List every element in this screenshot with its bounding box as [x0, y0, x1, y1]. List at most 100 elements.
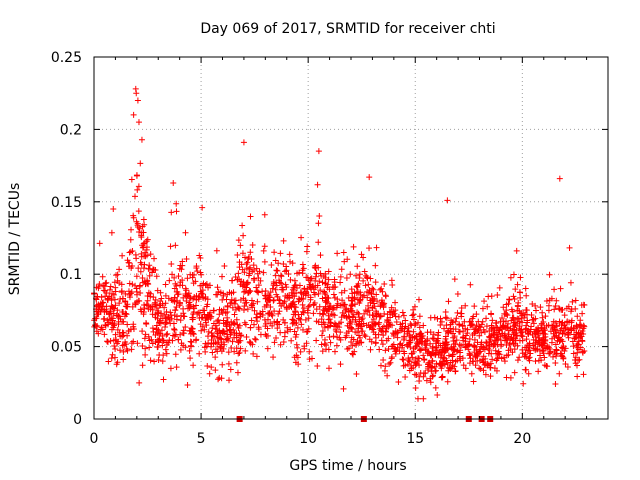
data-point — [412, 355, 419, 362]
data-point — [260, 269, 267, 276]
data-point — [105, 358, 112, 365]
data-point — [502, 337, 509, 344]
data-point — [117, 296, 124, 303]
data-point — [295, 298, 302, 305]
data-point — [456, 341, 463, 348]
data-point — [182, 229, 189, 236]
data-point — [560, 354, 567, 361]
data-point — [428, 364, 435, 371]
data-point — [228, 344, 235, 351]
data-point — [497, 318, 504, 325]
data-point — [540, 335, 547, 342]
data-point — [101, 315, 108, 322]
data-point — [162, 346, 169, 353]
y-tick-label: 0.15 — [51, 195, 82, 211]
data-point — [561, 312, 568, 319]
data-point — [390, 331, 397, 338]
data-point — [556, 318, 563, 325]
data-point — [137, 289, 144, 296]
data-point — [373, 291, 380, 298]
data-point — [372, 339, 379, 346]
data-point — [577, 331, 584, 338]
data-point — [229, 338, 236, 345]
data-point — [400, 312, 407, 319]
data-point — [384, 311, 391, 318]
data-point — [358, 339, 365, 346]
data-point — [179, 262, 186, 269]
data-point — [239, 250, 246, 257]
data-point — [307, 294, 314, 301]
data-point — [417, 330, 424, 337]
data-point — [214, 348, 221, 355]
data-point — [196, 350, 203, 357]
data-point — [421, 357, 428, 364]
data-point — [519, 312, 526, 319]
data-point — [452, 368, 459, 375]
data-point — [131, 193, 138, 200]
data-point — [509, 314, 516, 321]
data-point — [404, 343, 411, 350]
data-point — [255, 324, 262, 331]
data-point — [242, 254, 249, 261]
data-point — [453, 315, 460, 322]
data-point — [129, 303, 136, 310]
data-point — [383, 319, 390, 326]
data-point — [259, 308, 266, 315]
data-point — [352, 301, 359, 308]
data-point — [250, 350, 257, 357]
data-point — [456, 321, 463, 328]
data-point — [418, 338, 425, 345]
data-point — [126, 280, 133, 287]
data-point — [372, 331, 379, 338]
data-point — [252, 336, 259, 343]
data-point — [574, 313, 581, 320]
data-point — [216, 343, 223, 350]
data-point — [517, 294, 524, 301]
data-point — [219, 273, 226, 280]
data-point — [199, 282, 206, 289]
data-point — [366, 245, 373, 252]
data-point — [498, 355, 505, 362]
data-point — [499, 330, 506, 337]
data-point — [449, 362, 456, 369]
data-point — [443, 345, 450, 352]
data-point — [263, 302, 270, 309]
data-point — [129, 281, 136, 288]
data-point — [506, 340, 513, 347]
data-point — [337, 361, 344, 368]
data-point — [522, 326, 529, 333]
data-point — [299, 261, 306, 268]
data-point — [243, 280, 250, 287]
data-point — [276, 308, 283, 315]
data-point — [262, 331, 269, 338]
data-point — [102, 321, 109, 328]
data-point — [316, 303, 323, 310]
data-point — [197, 269, 204, 276]
data-point — [489, 317, 496, 324]
data-point — [439, 374, 446, 381]
data-point — [144, 236, 151, 243]
data-point — [466, 341, 473, 348]
data-point — [354, 296, 361, 303]
data-point — [233, 316, 240, 323]
data-point — [134, 222, 141, 229]
data-point — [272, 286, 279, 293]
data-point — [139, 244, 146, 251]
data-point — [548, 339, 555, 346]
data-point — [248, 255, 255, 262]
data-point — [510, 293, 517, 300]
data-point — [212, 354, 219, 361]
data-point — [349, 351, 356, 358]
data-point — [146, 262, 153, 269]
data-point — [280, 339, 287, 346]
data-point — [535, 325, 542, 332]
data-point — [133, 291, 140, 298]
data-point — [366, 336, 373, 343]
data-point — [128, 265, 135, 272]
data-point — [334, 300, 341, 307]
data-point — [561, 322, 568, 329]
data-point — [480, 367, 487, 374]
data-point — [436, 348, 443, 355]
data-point — [480, 353, 487, 360]
data-point — [351, 348, 358, 355]
